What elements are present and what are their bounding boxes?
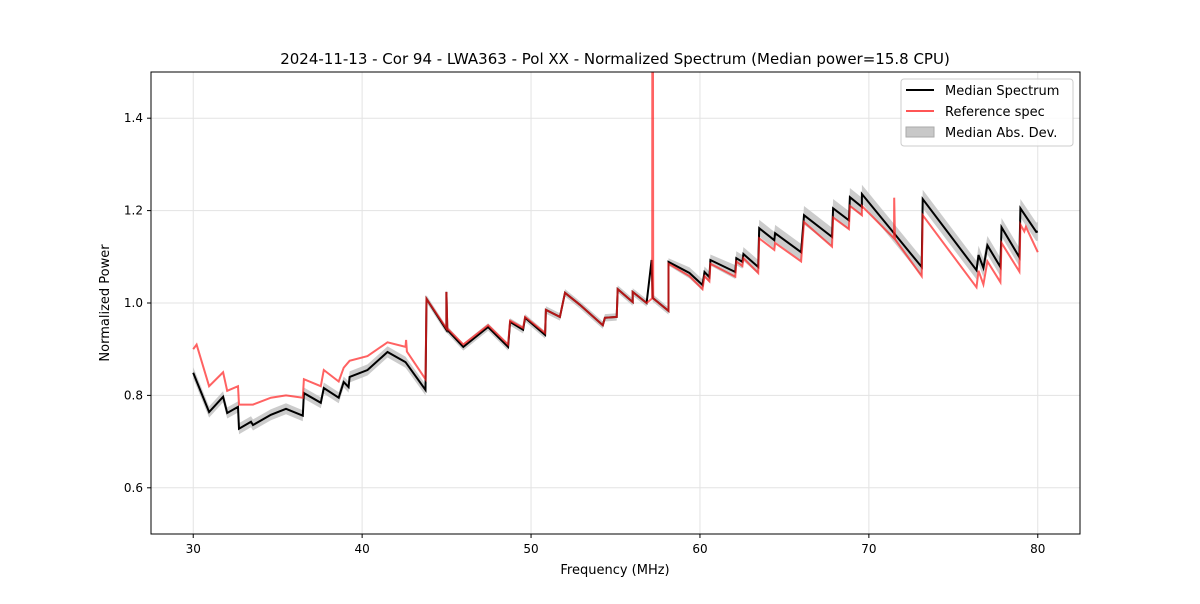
x-axis-label: Frequency (MHz) xyxy=(560,563,669,578)
x-axis-ticks: 30 40 50 60 70 80 xyxy=(186,534,1045,556)
chart-title: 2024-11-13 - Cor 94 - LWA363 - Pol XX - … xyxy=(280,50,950,68)
legend-median-label: Median Spectrum xyxy=(945,84,1059,99)
x-tick-label: 40 xyxy=(354,542,369,556)
median-spectrum-line xyxy=(192,191,1039,431)
x-tick-label: 30 xyxy=(186,542,201,556)
reference-spec-line xyxy=(192,72,1039,406)
legend-mad-swatch xyxy=(905,126,935,138)
y-tick-label: 1.4 xyxy=(124,111,143,125)
y-tick-label: 1.2 xyxy=(124,204,143,218)
legend-frame xyxy=(900,78,1074,147)
legend-reference-label: Reference spec xyxy=(945,105,1045,120)
mad-band xyxy=(193,184,1038,435)
legend-mad-label: Median Abs. Dev. xyxy=(945,126,1057,141)
y-axis-label: Normalized Power xyxy=(98,244,113,362)
x-tick-label: 50 xyxy=(523,542,538,556)
y-tick-label: 0.8 xyxy=(124,388,143,402)
y-tick-label: 0.6 xyxy=(124,481,143,495)
y-tick-label: 1.0 xyxy=(124,296,143,310)
legend: Median Spectrum Reference spec Median Ab… xyxy=(900,78,1074,147)
x-tick-label: 60 xyxy=(692,542,707,556)
y-axis-ticks: 0.6 0.8 1.0 1.2 1.4 xyxy=(124,111,151,495)
x-tick-label: 70 xyxy=(861,542,876,556)
x-tick-label: 80 xyxy=(1030,542,1045,556)
